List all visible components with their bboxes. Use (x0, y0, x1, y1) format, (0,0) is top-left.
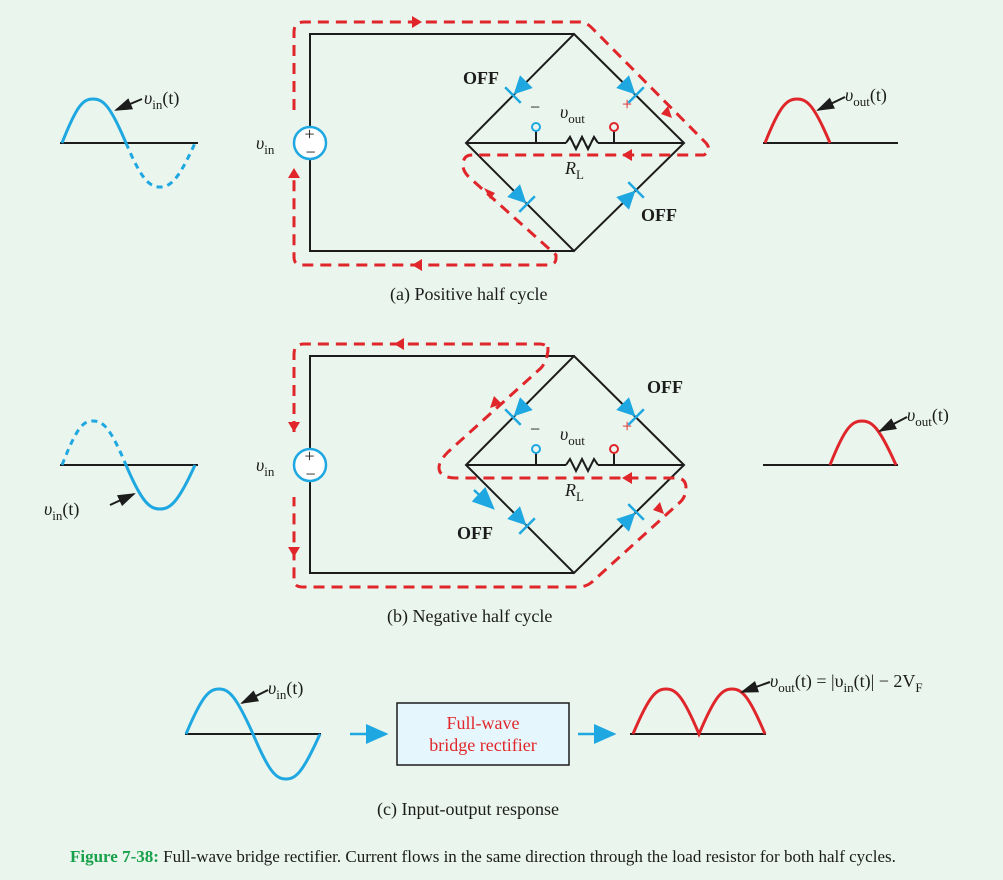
panel-a: υin(t) υout(t) + − (60, 16, 898, 305)
source-label-a: υin (256, 133, 275, 157)
caption-c: (c) Input-output response (377, 799, 559, 820)
rectifier-block (396, 702, 570, 766)
bridge-circuit-b: + − (292, 354, 686, 575)
off-label-b-bottom: OFF (457, 523, 493, 543)
current-path-a (288, 16, 711, 271)
caption-a: (a) Positive half cycle (390, 284, 547, 305)
rectifier-block-label: Full-wave bridge rectifier (397, 703, 569, 765)
vout-label-a: υout (560, 102, 585, 126)
panel-c: υin(t) υout(t) = |υin(t)| − 2VF (c) Inpu… (184, 671, 923, 820)
voltage-source-b (292, 447, 328, 483)
off-pointer-b (471, 486, 495, 510)
off-label-b-top: OFF (647, 377, 683, 397)
off-label-a-bottom: OFF (641, 205, 677, 225)
svg-text:+: + (305, 124, 315, 144)
rectifier-line1: Full-wave (446, 713, 520, 733)
bridge-circuit-a: + − (292, 32, 686, 253)
panel-b: υin(t) υout(t) + − υin (44, 338, 949, 627)
output-waveform-b (763, 416, 908, 466)
output-waveform-c (630, 680, 771, 738)
caption-b: (b) Negative half cycle (387, 606, 552, 627)
input-label-b: υin(t) (44, 499, 79, 523)
terminal-neg-b (531, 444, 541, 454)
rectifier-line2: bridge rectifier (429, 735, 537, 755)
input-waveform-b (60, 419, 198, 511)
svg-text:+: + (305, 446, 315, 466)
figure-label: Figure 7-38: (70, 847, 159, 866)
terminal-pos-b (609, 444, 619, 454)
off-label-a-top: OFF (463, 68, 499, 88)
rl-label-a: RL (564, 158, 584, 182)
input-label-c: υin(t) (268, 678, 303, 702)
input-waveform-a (60, 97, 198, 189)
figure-text: Full-wave bridge rectifier. Current flow… (158, 847, 896, 866)
output-equation-c: υout(t) = |υin(t)| − 2VF (770, 671, 923, 695)
load-resistor-b (565, 456, 599, 474)
terminal-neg-a (531, 122, 541, 132)
vout-label-b: υout (560, 424, 585, 448)
rl-label-b: RL (564, 480, 584, 504)
source-label-b: υin (256, 455, 275, 479)
output-waveform-a (763, 96, 898, 144)
svg-text:−: − (306, 142, 316, 162)
figure-caption: Figure 7-38: Full-wave bridge rectifier.… (70, 847, 1000, 867)
svg-text:−: − (306, 464, 316, 484)
vout-plus-b: + (622, 416, 632, 436)
output-label-b: υout(t) (907, 405, 949, 429)
voltage-source-a (292, 125, 328, 161)
terminal-pos-a (609, 122, 619, 132)
input-label-a: υin(t) (144, 88, 179, 112)
vout-minus-b: − (530, 419, 540, 439)
input-waveform-c (184, 687, 322, 781)
current-path-b (288, 338, 688, 589)
vout-minus-a: − (530, 97, 540, 117)
vout-plus-a: + (622, 94, 632, 114)
output-label-a: υout(t) (845, 85, 887, 109)
